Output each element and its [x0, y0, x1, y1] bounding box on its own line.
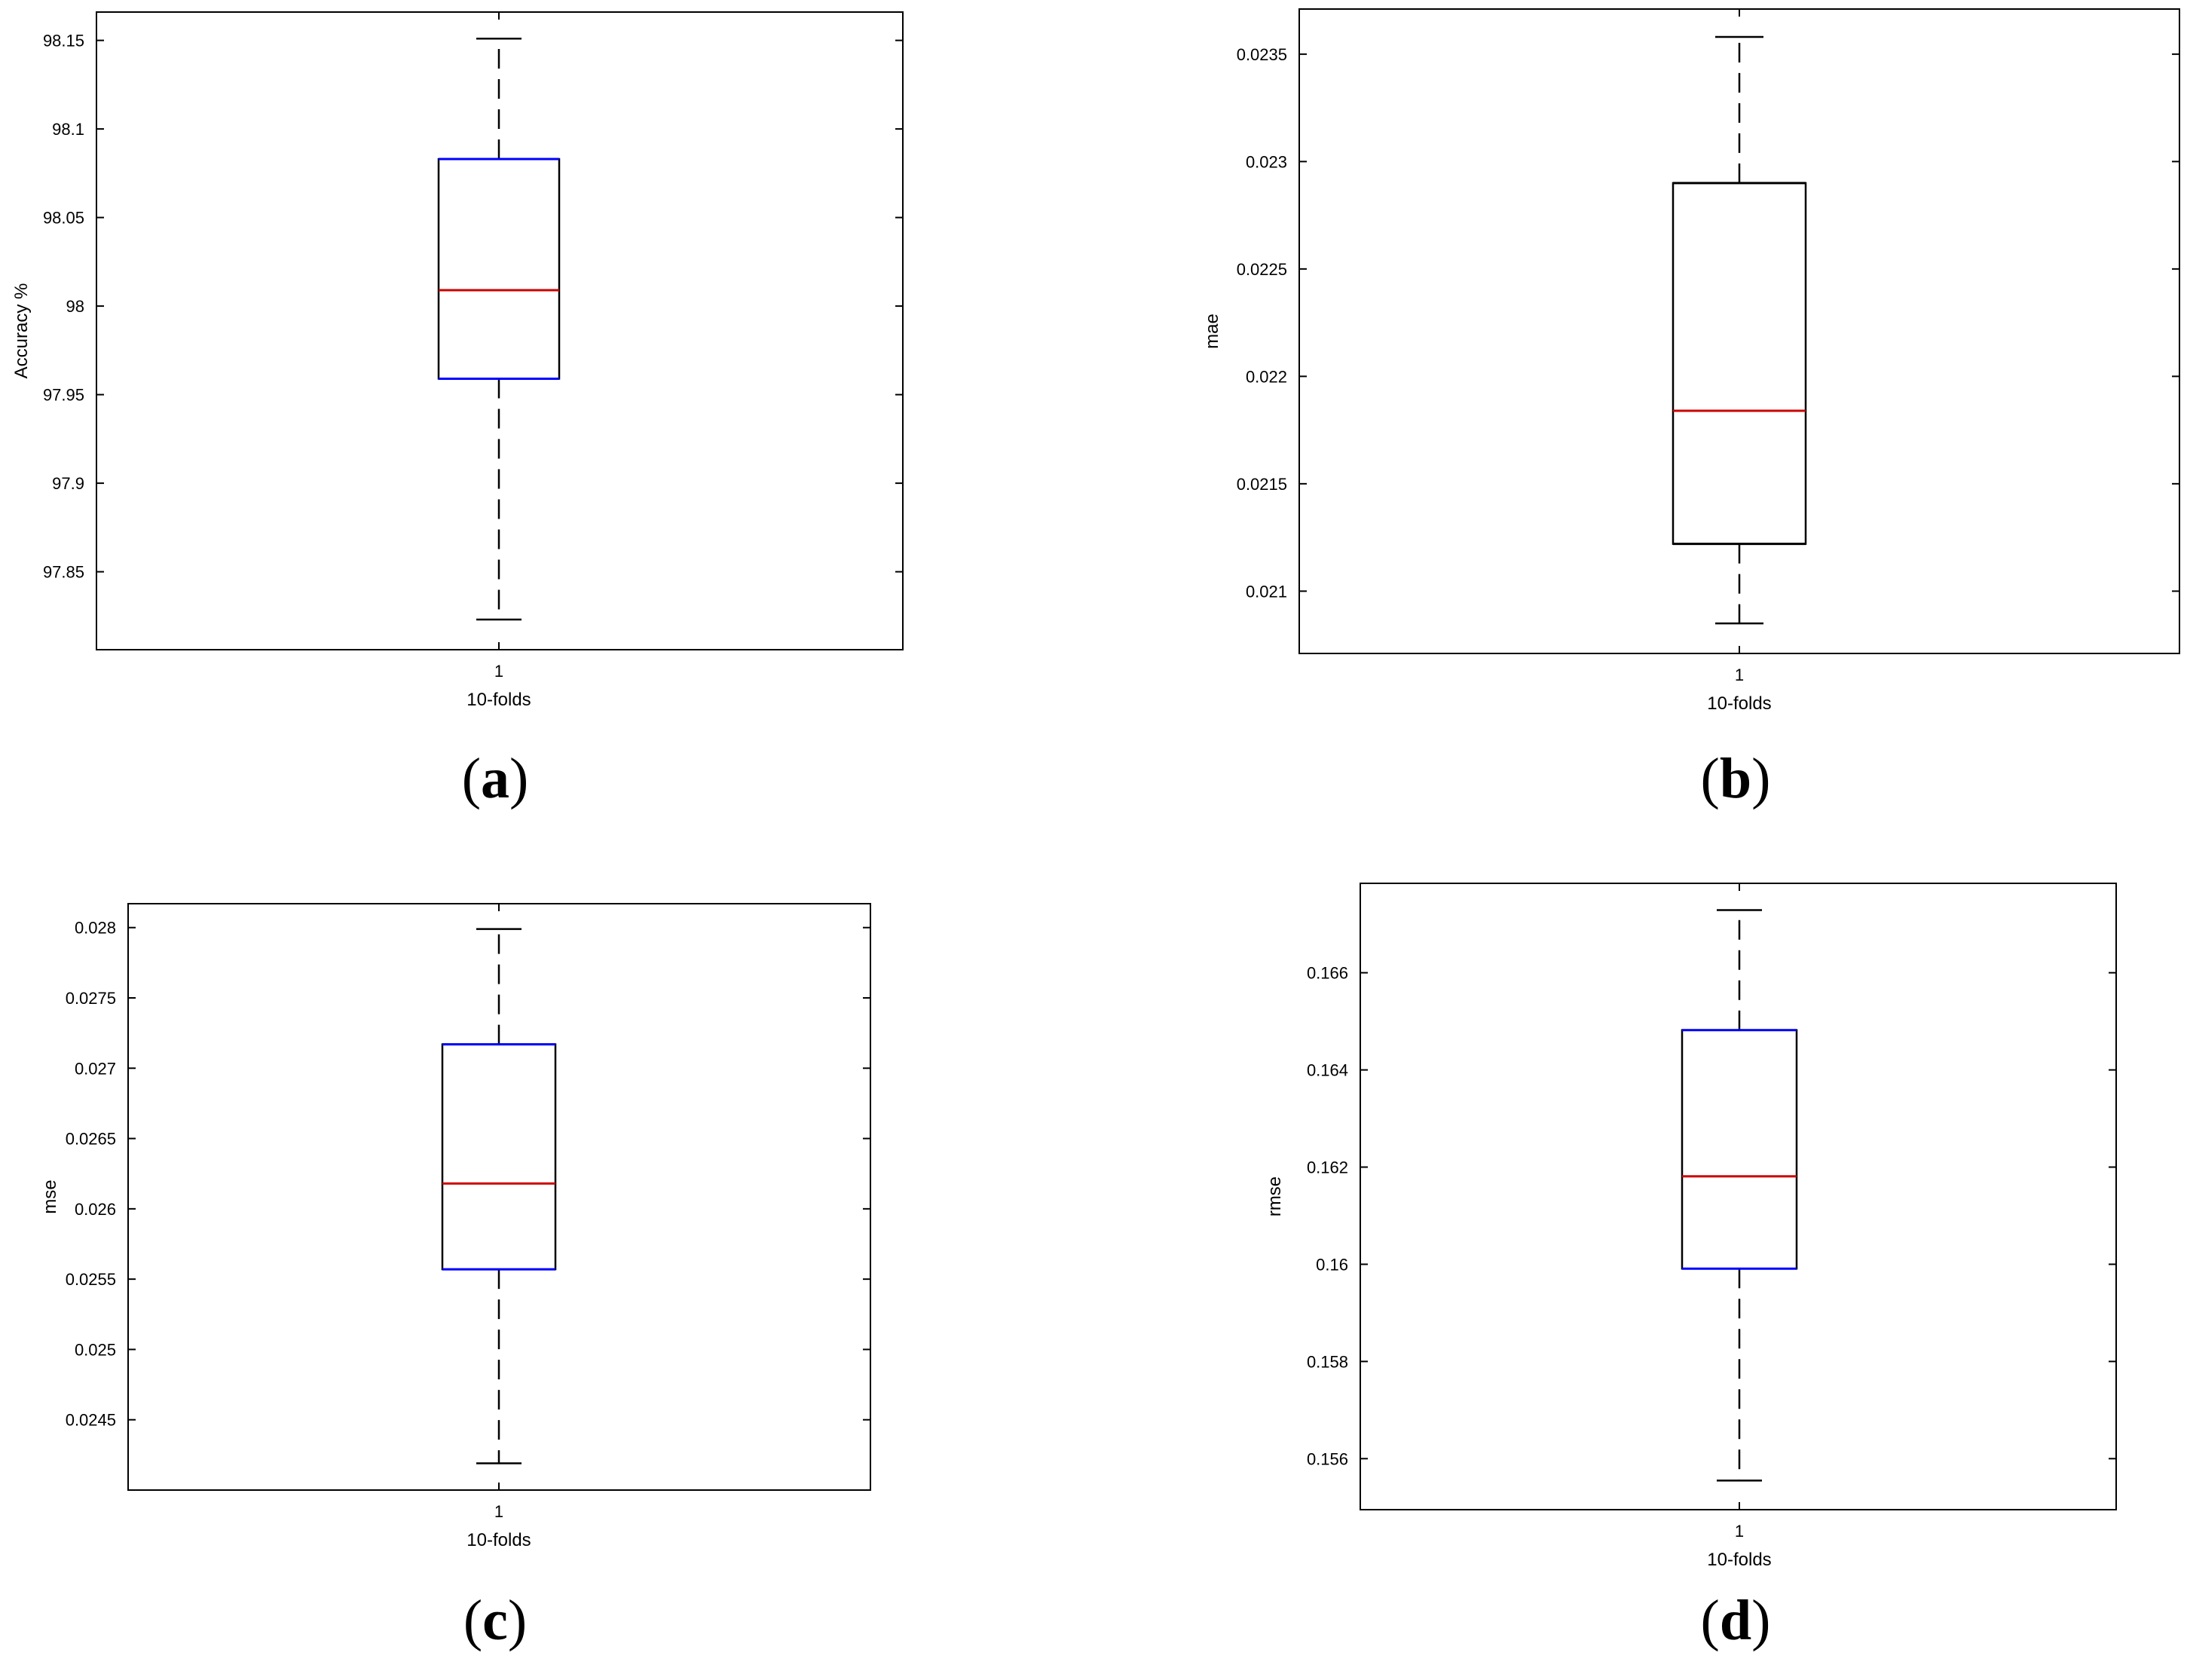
y-tick-label: 0.0215 — [1237, 475, 1287, 494]
x-axis-label: 10-folds — [466, 1530, 531, 1550]
y-axis-label: rmse — [1265, 1177, 1285, 1216]
x-axis-label: 10-folds — [466, 690, 531, 710]
y-tick-label: 97.9 — [52, 474, 84, 493]
interquartile-box — [437, 158, 561, 380]
y-tick-label: 98.05 — [43, 209, 84, 228]
interquartile-box — [441, 1043, 557, 1271]
y-tick-label: 0.156 — [1307, 1449, 1348, 1468]
y-tick-label: 0.026 — [75, 1200, 116, 1219]
x-tick-label: 1 — [1735, 1522, 1744, 1541]
interquartile-box — [1681, 1029, 1798, 1270]
panel-caption: (a) — [462, 747, 529, 810]
y-tick-label: 0.022 — [1246, 367, 1287, 386]
y-tick-label: 0.0235 — [1237, 45, 1287, 64]
y-axis-label: Accuracy % — [11, 283, 32, 379]
interquartile-box — [1672, 182, 1807, 545]
y-tick-label: 97.85 — [43, 563, 84, 582]
y-tick-label: 98.1 — [52, 120, 84, 139]
y-tick-label: 0.025 — [75, 1340, 116, 1359]
y-tick-label: 97.95 — [43, 386, 84, 405]
y-tick-label: 0.164 — [1307, 1061, 1348, 1080]
y-tick-label: 0.166 — [1307, 964, 1348, 983]
box-plot-panel-d: 0.156 0.158 0.16 0.162 0.164 0.166 1 10-folds rm… — [1265, 883, 2117, 1652]
y-tick-label: 98.15 — [43, 32, 84, 50]
x-tick-label: 1 — [494, 662, 503, 681]
x-axis-label: 10-folds — [1707, 1550, 1771, 1570]
y-tick-label: 0.0225 — [1237, 260, 1287, 279]
box-plot-panel-c: 0.0245 0.025 0.0255 0.026 0.0265 0.027 0.0275 0… — [40, 903, 871, 1652]
y-tick-label: 0.028 — [75, 919, 116, 938]
box-plot-panel-a: 97.85 97.9 97.95 98 98.05 98.1 98.15 1 10-folds A… — [11, 11, 904, 810]
y-tick-label: 0.021 — [1246, 582, 1287, 601]
y-axis-label: mse — [40, 1180, 60, 1213]
panel-caption: (b) — [1701, 747, 1771, 810]
y-tick-label: 0.023 — [1246, 152, 1287, 171]
plot-frame — [1360, 883, 2117, 1510]
panel-caption: (d) — [1701, 1589, 1771, 1652]
y-axis-label: mae — [1202, 314, 1222, 349]
y-tick-label: 0.027 — [75, 1059, 116, 1078]
y-tick-label: 0.0265 — [66, 1130, 116, 1149]
y-tick-label: 0.0275 — [66, 989, 116, 1008]
y-tick-label: 0.158 — [1307, 1352, 1348, 1371]
y-tick-label: 0.16 — [1316, 1255, 1348, 1274]
y-tick-label: 0.162 — [1307, 1158, 1348, 1177]
box-plot-panel-b: 0.021 0.0215 0.022 0.0225 0.023 0.0235 1 10-fol… — [1202, 8, 2180, 810]
x-axis-label: 10-folds — [1707, 693, 1771, 714]
x-tick-label: 1 — [494, 1502, 503, 1521]
x-tick-label: 1 — [1735, 666, 1744, 684]
y-tick-label: 0.0245 — [66, 1411, 116, 1430]
y-tick-label: 0.0255 — [66, 1270, 116, 1289]
plot-frame — [96, 11, 904, 650]
y-tick-label: 98 — [66, 297, 84, 316]
panel-caption: (c) — [463, 1589, 527, 1652]
